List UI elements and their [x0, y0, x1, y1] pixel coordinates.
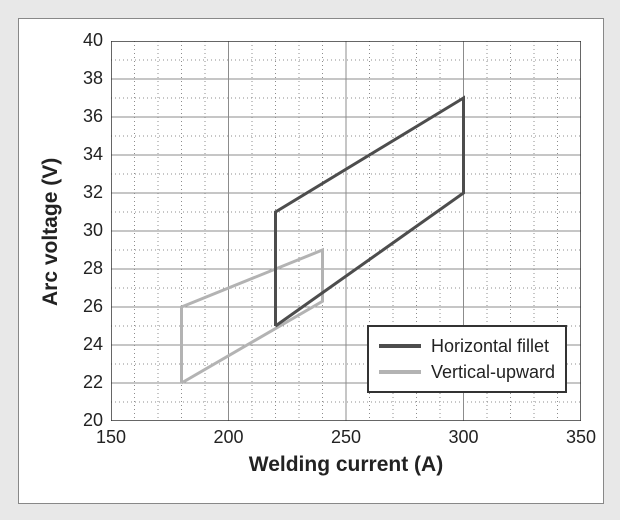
- legend-label: Horizontal fillet: [431, 336, 549, 357]
- chart-frame: 2022242628303234363840150200250300350Arc…: [18, 18, 604, 504]
- xtick-label: 350: [556, 427, 606, 448]
- legend-swatch: [379, 370, 421, 374]
- legend-item: Horizontal fillet: [379, 333, 555, 359]
- x-axis-label: Welding current (A): [236, 453, 456, 477]
- ytick-label: 24: [63, 334, 103, 355]
- legend-item: Vertical-upward: [379, 359, 555, 385]
- ytick-label: 30: [63, 220, 103, 241]
- legend: Horizontal fillet Vertical-upward: [367, 325, 567, 393]
- legend-label: Vertical-upward: [431, 362, 555, 383]
- ytick-label: 28: [63, 258, 103, 279]
- ytick-label: 40: [63, 30, 103, 51]
- ytick-label: 38: [63, 68, 103, 89]
- ytick-label: 34: [63, 144, 103, 165]
- xtick-label: 300: [439, 427, 489, 448]
- legend-swatch: [379, 344, 421, 348]
- y-axis-label: Arc voltage (V): [39, 158, 63, 306]
- ytick-label: 32: [63, 182, 103, 203]
- xtick-label: 200: [204, 427, 254, 448]
- ytick-label: 22: [63, 372, 103, 393]
- ytick-label: 36: [63, 106, 103, 127]
- ytick-label: 26: [63, 296, 103, 317]
- xtick-label: 150: [86, 427, 136, 448]
- xtick-label: 250: [321, 427, 371, 448]
